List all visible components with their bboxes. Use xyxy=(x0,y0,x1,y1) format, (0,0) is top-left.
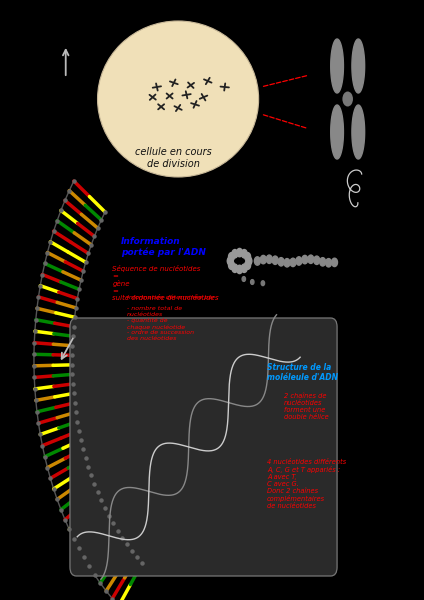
Circle shape xyxy=(246,257,252,265)
Text: cellule en cours
de division: cellule en cours de division xyxy=(135,147,212,169)
Circle shape xyxy=(245,261,251,269)
Polygon shape xyxy=(331,39,343,93)
Circle shape xyxy=(237,248,243,257)
Text: Information
portée par l'ADN: Information portée par l'ADN xyxy=(121,237,206,257)
Polygon shape xyxy=(352,105,365,159)
Circle shape xyxy=(241,264,247,272)
Circle shape xyxy=(290,258,296,266)
Circle shape xyxy=(326,259,332,267)
Circle shape xyxy=(308,255,314,263)
Circle shape xyxy=(229,253,234,261)
Circle shape xyxy=(261,281,265,286)
Circle shape xyxy=(229,261,234,269)
FancyBboxPatch shape xyxy=(70,318,337,576)
Circle shape xyxy=(242,277,245,281)
Circle shape xyxy=(284,259,290,267)
Circle shape xyxy=(232,250,238,258)
Circle shape xyxy=(260,256,266,264)
Circle shape xyxy=(332,258,338,266)
Text: Structure de la
moléleule d'ADN: Structure de la moléleule d'ADN xyxy=(267,363,338,382)
Circle shape xyxy=(251,280,254,284)
Circle shape xyxy=(245,253,251,261)
Circle shape xyxy=(320,257,326,266)
Circle shape xyxy=(314,256,320,265)
Circle shape xyxy=(237,265,243,274)
Circle shape xyxy=(302,256,308,264)
Circle shape xyxy=(278,257,284,266)
Circle shape xyxy=(254,257,260,265)
Circle shape xyxy=(232,264,238,272)
Text: Séquence de nucléotides
=
gène
=
suite ordonnée de nucléotides: Séquence de nucléotides = gène = suite o… xyxy=(112,265,219,301)
Circle shape xyxy=(266,255,272,263)
Polygon shape xyxy=(331,105,343,159)
Text: - nombre total de
nucléotides
- quantité de
chaque nucléotide
- ordre de success: - nombre total de nucléotides - quantité… xyxy=(127,306,194,341)
Text: Information déterminée par :: Information déterminée par : xyxy=(127,294,219,299)
Ellipse shape xyxy=(343,91,353,107)
Text: 4 nucléotides différents
A, C, G et T appariés :
A avec T,
C avec G.
Donc 2 chaî: 4 nucléotides différents A, C, G et T ap… xyxy=(267,459,346,509)
Circle shape xyxy=(296,257,302,265)
Circle shape xyxy=(227,257,233,265)
Ellipse shape xyxy=(98,21,259,177)
Polygon shape xyxy=(352,39,365,93)
Circle shape xyxy=(272,256,278,265)
Text: 2 chaînes de
nucléotides
forment une
double hélice: 2 chaînes de nucléotides forment une dou… xyxy=(284,393,329,420)
Circle shape xyxy=(241,250,247,258)
